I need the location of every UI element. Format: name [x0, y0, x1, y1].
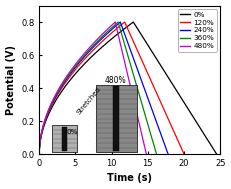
120%: [154, 89, 157, 92]
Line: 120%: 120%: [39, 22, 184, 154]
0%: [175, 89, 178, 92]
240%: [119, 21, 122, 23]
480%: [122, 57, 125, 60]
0%: [38, 153, 41, 155]
480%: [119, 42, 122, 45]
360%: [127, 57, 130, 60]
120%: [183, 153, 185, 155]
480%: [47, 108, 50, 111]
360%: [123, 42, 126, 45]
120%: [166, 116, 169, 119]
Line: 480%: 480%: [39, 22, 146, 154]
Text: 0%: 0%: [66, 129, 78, 135]
FancyBboxPatch shape: [113, 86, 119, 151]
120%: [38, 153, 41, 155]
120%: [140, 57, 142, 60]
120%: [48, 108, 51, 111]
360%: [145, 116, 147, 119]
0%: [146, 42, 148, 45]
FancyBboxPatch shape: [52, 125, 77, 152]
Legend: 0%, 120%, 240%, 360%, 480%: 0%, 120%, 240%, 360%, 480%: [178, 9, 217, 52]
240%: [144, 89, 146, 92]
360%: [38, 153, 41, 155]
360%: [117, 21, 119, 23]
0%: [155, 57, 158, 60]
240%: [167, 153, 170, 155]
480%: [114, 21, 117, 23]
360%: [125, 49, 128, 52]
X-axis label: Time (s): Time (s): [107, 174, 152, 184]
480%: [145, 153, 148, 155]
Text: 480%: 480%: [104, 76, 126, 85]
0%: [49, 108, 52, 111]
0%: [132, 21, 135, 23]
Line: 0%: 0%: [39, 22, 217, 154]
360%: [48, 108, 50, 111]
120%: [136, 49, 139, 52]
FancyBboxPatch shape: [96, 85, 137, 152]
Line: 360%: 360%: [39, 22, 156, 154]
0%: [150, 49, 153, 52]
Text: Stretched: Stretched: [75, 86, 102, 116]
Y-axis label: Potential (V): Potential (V): [6, 45, 15, 115]
360%: [155, 153, 158, 155]
240%: [132, 57, 135, 60]
480%: [121, 49, 123, 52]
240%: [48, 108, 51, 111]
120%: [123, 21, 126, 23]
240%: [38, 153, 41, 155]
480%: [38, 153, 41, 155]
240%: [129, 49, 132, 52]
FancyBboxPatch shape: [62, 127, 67, 151]
0%: [192, 116, 195, 119]
240%: [154, 116, 156, 119]
360%: [137, 89, 140, 92]
120%: [133, 42, 136, 45]
0%: [215, 153, 218, 155]
480%: [130, 89, 133, 92]
Line: 240%: 240%: [39, 22, 168, 154]
480%: [136, 116, 139, 119]
240%: [127, 42, 129, 45]
